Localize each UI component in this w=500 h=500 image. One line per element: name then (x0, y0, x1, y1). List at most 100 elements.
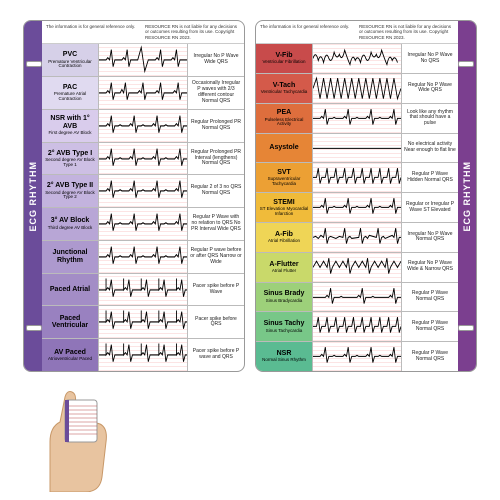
table-row: AV PacedAtrioventricular Paced Pacer spik… (42, 339, 244, 371)
rhythm-subtitle: Normal Sinus Rhythm (262, 358, 306, 363)
rhythm-label: PACPremature Atrial Contraction (42, 77, 99, 109)
rhythm-label: AV PacedAtrioventricular Paced (42, 339, 99, 371)
rhythm-description: Regular Prolonged PR Normal QRS (188, 110, 244, 142)
table-row: V-FibVentricular Fibrillation Irregular N… (256, 44, 458, 74)
rhythm-title: AV Paced (54, 349, 86, 356)
rhythm-subtitle: Premature Ventricular Contraction (44, 60, 96, 69)
rhythm-description: Regular No P Wave Wide & Narrow QRS (402, 253, 458, 282)
ecg-waveform (313, 74, 402, 103)
rhythm-label: 3° AV Block Third degree AV Block (42, 208, 99, 240)
ecg-waveform (99, 110, 188, 142)
rhythm-subtitle: First degree AV Block (49, 131, 92, 136)
rhythm-subtitle: Sinus Tachycardia (266, 329, 302, 334)
rhythm-description: Regular P wave before or after QRS Narro… (188, 241, 244, 273)
rhythm-subtitle: Premature Atrial Contraction (44, 92, 96, 101)
ecg-waveform (313, 283, 402, 312)
card-header: The information is for general reference… (42, 21, 244, 44)
ecg-waveform (313, 163, 402, 192)
rhythm-subtitle: Second degree AV Block Type 1 (44, 158, 96, 167)
rhythm-title: Sinus Brady (264, 290, 305, 297)
table-row: PEA Pulseless Electrical Activity Look lik… (256, 104, 458, 134)
ecg-waveform (313, 104, 402, 133)
rhythm-description: Occasionally Irregular P waves with 2/3 … (188, 77, 244, 109)
table-row: 2° AVB Type ISecond degree AV Block Type… (42, 143, 244, 176)
rhythm-label: STEMIST Elevation Myocardial Infarction (256, 193, 313, 222)
rhythm-title: Sinus Tachy (264, 320, 305, 327)
rhythm-title: 2° AVB Type II (47, 182, 93, 189)
ecg-waveform (99, 306, 188, 338)
ecg-waveform (99, 175, 188, 207)
badge-slot (26, 61, 42, 67)
rhythm-description: Regular or Irregular P Wave ST Elevated (402, 193, 458, 222)
rhythm-subtitle: Ventricular Tachycardia (261, 90, 307, 95)
table-row: Paced Atrial Pacer spike before P Wave (42, 274, 244, 307)
rhythm-description: Regular Prolonged PR Interval (lengthens… (188, 143, 244, 175)
rhythm-label: Sinus Tachy Sinus Tachycardia (256, 312, 313, 341)
ecg-waveform (313, 312, 402, 341)
table-row: A-FibAtrial Fibrillation Irregular No P W… (256, 223, 458, 253)
rhythm-description: Regular P Wave Normal QRS (402, 312, 458, 341)
ecg-waveform (313, 193, 402, 222)
table-row: A-FlutterAtrial FlutterRegular No P Wave… (256, 253, 458, 283)
rhythm-title: A-Fib (275, 231, 293, 238)
ecg-waveform (313, 134, 402, 163)
card-header: The information is for general reference… (256, 21, 458, 44)
rhythm-label: NSR with 1° AVBFirst degree AV Block (42, 110, 99, 142)
rhythm-description: Irregular No P Wave No QRS (402, 44, 458, 73)
table-row: NSR with 1° AVBFirst degree AV Block Regu… (42, 110, 244, 143)
rhythm-label: Paced Atrial (42, 274, 99, 306)
rhythm-description: Pacer spike before QRS (188, 306, 244, 338)
rhythm-description: Look like any rhythm that should have a … (402, 104, 458, 133)
rhythm-label: Paced Ventricular (42, 306, 99, 338)
rhythm-title: A-Flutter (269, 261, 298, 268)
rhythm-subtitle: Pulseless Electrical Activity (258, 118, 310, 127)
rhythm-description: Regular P Wave Hidden Normal QRS (402, 163, 458, 192)
rhythm-title: STEMI (273, 199, 294, 206)
badge-slot (458, 325, 474, 331)
rhythm-subtitle: Sinus Bradycardia (266, 299, 303, 304)
table-row: 3° AV BlockThird degree AV BlockRegular … (42, 208, 244, 241)
rhythm-description: No electrical activity Near enough to fl… (402, 134, 458, 163)
rhythm-description: Pacer spike before P Wave (188, 274, 244, 306)
badge-slot (458, 61, 474, 67)
rhythm-label: PEA Pulseless Electrical Activity (256, 104, 313, 133)
rhythm-label: PVCPremature Ventricular Contraction (42, 44, 99, 76)
ecg-waveform (313, 44, 402, 73)
sidebar-label: ECG RHYTHM (28, 161, 38, 232)
table-row: PVCPremature Ventricular ContractionIrre… (42, 44, 244, 77)
rhythm-description: Irregular No P Wave Normal QRS (402, 223, 458, 252)
ecg-waveform (99, 208, 188, 240)
rhythm-title: Junctional Rhythm (44, 249, 96, 264)
table-row: Sinus Tachy Sinus Tachycardia Regular P Wa… (256, 312, 458, 342)
rhythm-subtitle: Atrioventricular Paced (48, 357, 92, 362)
left-sidebar: ECG RHYTHM (24, 21, 42, 371)
ecg-waveform (99, 274, 188, 306)
table-row: Asystole No electrical activity Near enou… (256, 134, 458, 164)
rhythm-subtitle: Third degree AV Block (48, 226, 92, 231)
sidebar-label: ECG RHYTHM (462, 161, 472, 232)
rhythm-title: Paced Atrial (50, 286, 90, 293)
ecg-waveform (313, 342, 402, 371)
rhythm-subtitle: Ventricular Fibrillation (262, 60, 305, 65)
rhythm-description: Regular P Wave Normal QRS (402, 342, 458, 371)
rhythm-title: PEA (277, 109, 291, 116)
rhythm-title: PAC (63, 84, 77, 91)
rhythm-subtitle: ST Elevation Myocardial Infarction (258, 207, 310, 216)
rhythm-label: 2° AVB Type ISecond degree AV Block Type… (42, 143, 99, 175)
rhythm-description: Regular No P Wave Wide QRS (402, 74, 458, 103)
rhythm-title: V-Tach (273, 82, 295, 89)
rhythm-title: Paced Ventricular (44, 315, 96, 330)
rhythm-label: A-FibAtrial Fibrillation (256, 223, 313, 252)
rhythm-title: 3° AV Block (51, 217, 90, 224)
right-card: The information is for general reference… (255, 20, 477, 372)
rhythm-title: NSR with 1° AVB (44, 115, 96, 130)
cards-container: ECG RHYTHM The information is for genera… (0, 0, 500, 392)
rhythm-label: Sinus Brady Sinus Bradycardia (256, 283, 313, 312)
rhythm-subtitle: Second degree AV Block Type 2 (44, 191, 96, 200)
rhythm-description: Regular 2 of 3 no QRS Normal QRS (188, 175, 244, 207)
rhythm-label: V-FibVentricular Fibrillation (256, 44, 313, 73)
rhythm-label: SVTSupraventricular Tachycardia (256, 163, 313, 192)
rhythm-label: 2° AVB Type II Second degree AV Block Typ… (42, 175, 99, 207)
rhythm-title: Asystole (269, 144, 298, 151)
rhythm-description: Pacer spike before P wave and QRS (188, 339, 244, 371)
